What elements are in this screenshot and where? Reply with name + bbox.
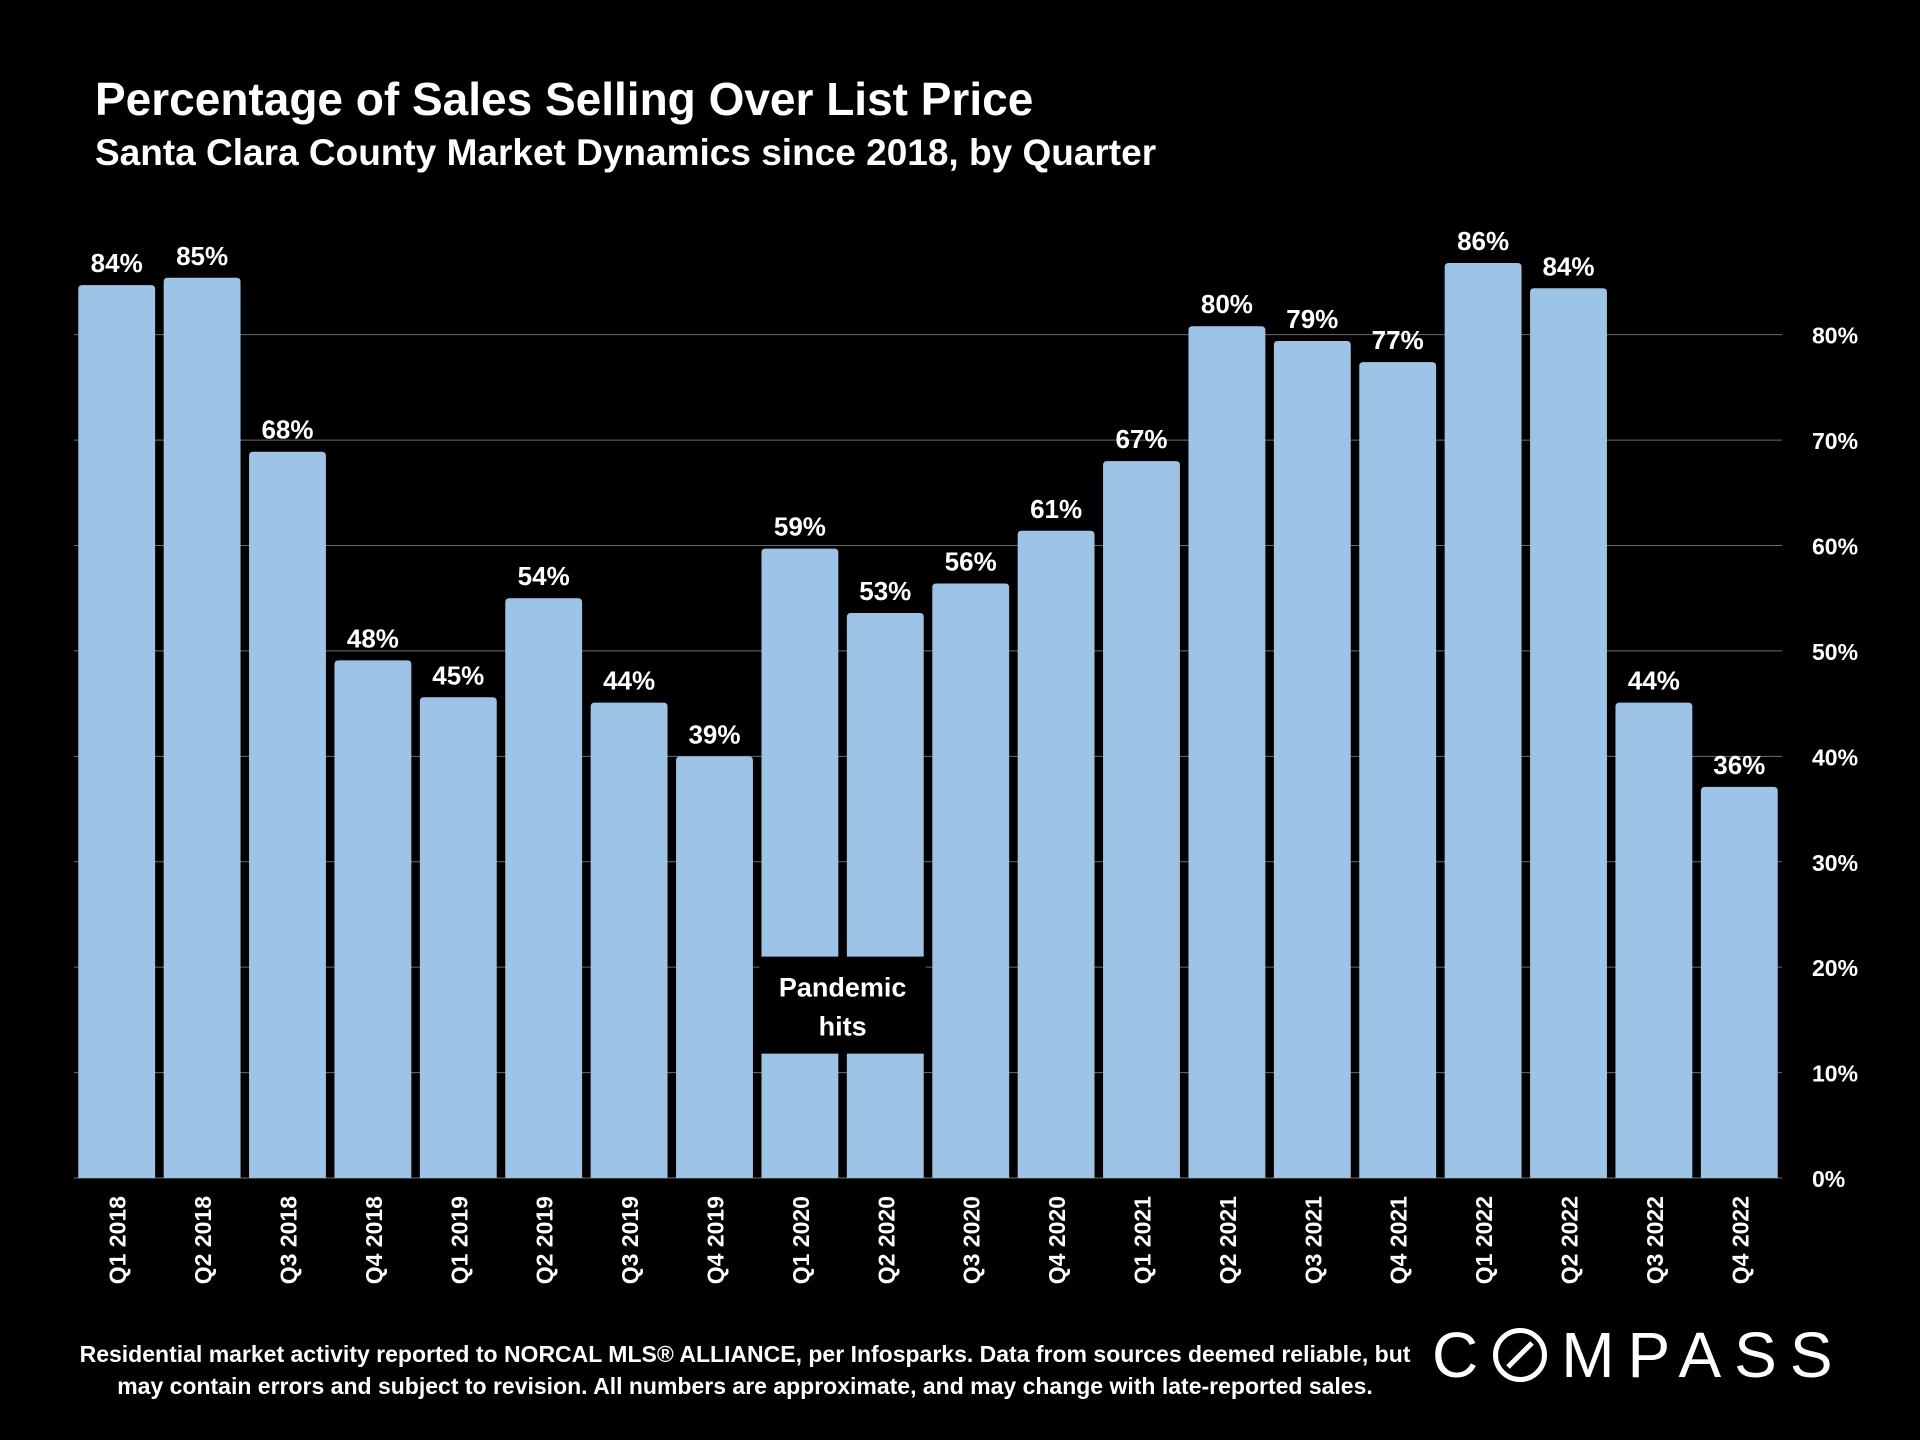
data-label: 56%: [945, 546, 997, 576]
bar: [676, 756, 753, 1178]
x-tick-label: Q4 2022: [1727, 1196, 1753, 1284]
bar: [1017, 530, 1095, 1178]
bar: [334, 660, 412, 1178]
x-tick-label: Q4 2020: [1044, 1196, 1070, 1284]
annotation-group: Pandemic hits: [759, 956, 926, 1054]
y-tick-label: 80%: [1812, 323, 1858, 349]
data-label: 54%: [518, 561, 570, 591]
x-tick-label: Q3 2018: [276, 1196, 302, 1284]
data-label: 85%: [176, 241, 228, 271]
x-tick-label: Q4 2021: [1386, 1196, 1412, 1284]
x-tick-label: Q3 2022: [1642, 1196, 1668, 1284]
annotation-line-1: Pandemic: [779, 973, 907, 1003]
data-label: 84%: [1542, 251, 1594, 281]
x-tick-label: Q2 2021: [1215, 1196, 1241, 1284]
bar: [932, 583, 1010, 1178]
x-tick-label: Q1 2019: [446, 1196, 472, 1284]
bars: [78, 263, 1778, 1179]
data-label: 80%: [1201, 289, 1253, 319]
data-label: 84%: [91, 248, 143, 278]
x-tick-label: Q2 2019: [532, 1196, 558, 1284]
data-label: 44%: [1628, 666, 1680, 696]
y-tick-label: 60%: [1812, 534, 1858, 560]
bar: [846, 612, 924, 1178]
bar: [1615, 702, 1693, 1178]
data-label: 44%: [603, 666, 655, 696]
source-footnote: Residential market activity reported to …: [60, 1338, 1430, 1402]
data-label: 59%: [774, 512, 826, 542]
data-label: 77%: [1372, 325, 1424, 355]
logo-text-end: MPASS: [1561, 1319, 1846, 1391]
bar: [1103, 461, 1180, 1179]
y-axis-ticks: 0% 10% 20% 30% 40% 50% 60% 70% 80%: [1812, 323, 1858, 1192]
footnote-line-1: Residential market activity reported to …: [79, 1341, 1411, 1367]
x-tick-label: Q3 2019: [617, 1196, 643, 1284]
bar: [78, 285, 156, 1178]
gridlines: [74, 334, 1782, 1179]
data-label: 79%: [1286, 304, 1338, 334]
y-tick-label: 50%: [1812, 639, 1858, 665]
data-label: 86%: [1457, 226, 1509, 256]
data-labels: 84% 85% 68% 48% 45% 54% 44% 39% 59% 53% 56% 61% 67% 8…: [91, 226, 1766, 780]
y-tick-label: 10%: [1812, 1061, 1858, 1087]
logo-text-start: C: [1432, 1319, 1492, 1391]
bar: [163, 277, 241, 1178]
bar: [1359, 362, 1437, 1179]
y-tick-label: 20%: [1812, 955, 1858, 981]
data-label: 45%: [432, 660, 484, 690]
bar: [590, 702, 668, 1178]
bar: [1273, 341, 1351, 1178]
x-tick-label: Q3 2021: [1300, 1196, 1326, 1284]
bar: [249, 451, 326, 1178]
chart-subtitle: Santa Clara County Market Dynamics since…: [95, 132, 1157, 173]
bar: [505, 598, 583, 1178]
data-label: 61%: [1030, 494, 1082, 524]
x-tick-label: Q1 2020: [788, 1196, 814, 1284]
x-axis-ticks: Q1 2018 Q2 2018 Q3 2018 Q4 2018 Q1 2019 Q2 20…: [105, 1196, 1754, 1284]
bar: [1444, 263, 1522, 1178]
data-label: 53%: [859, 576, 911, 606]
x-tick-label: Q4 2018: [361, 1196, 387, 1284]
y-tick-label: 0%: [1812, 1166, 1845, 1192]
x-tick-label: Q4 2019: [703, 1196, 729, 1284]
bar-chart: Pandemic hits 84% 85% 68% 48% 45% 54% 44% 39% 59%…: [74, 226, 1858, 1284]
x-tick-label: Q2 2022: [1557, 1196, 1583, 1284]
x-tick-label: Q1 2022: [1471, 1196, 1497, 1284]
annotation-line-2: hits: [819, 1012, 867, 1042]
bar: [1700, 786, 1778, 1178]
y-tick-label: 40%: [1812, 744, 1858, 770]
annotation-box: [759, 956, 926, 1054]
x-tick-label: Q1 2018: [105, 1196, 131, 1284]
bar: [1530, 288, 1607, 1178]
data-label: 48%: [347, 623, 399, 653]
x-tick-label: Q1 2021: [1130, 1196, 1156, 1284]
x-tick-label: Q2 2020: [873, 1196, 899, 1284]
y-tick-label: 70%: [1812, 428, 1858, 454]
data-label: 68%: [261, 415, 313, 445]
bar: [419, 697, 497, 1178]
y-tick-label: 30%: [1812, 850, 1858, 876]
bar: [761, 548, 839, 1178]
x-tick-label: Q2 2018: [190, 1196, 216, 1284]
data-label: 67%: [1115, 424, 1167, 454]
data-label: 36%: [1713, 750, 1765, 780]
chart-title: Percentage of Sales Selling Over List Pr…: [95, 73, 1034, 125]
data-label: 39%: [688, 719, 740, 749]
bar: [1188, 326, 1266, 1178]
compass-logo: C MPASS: [1432, 1318, 1846, 1392]
x-tick-label: Q3 2020: [959, 1196, 985, 1284]
footnote-line-2: may contain errors and subject to revisi…: [117, 1373, 1373, 1399]
compass-o-icon: [1493, 1328, 1548, 1382]
